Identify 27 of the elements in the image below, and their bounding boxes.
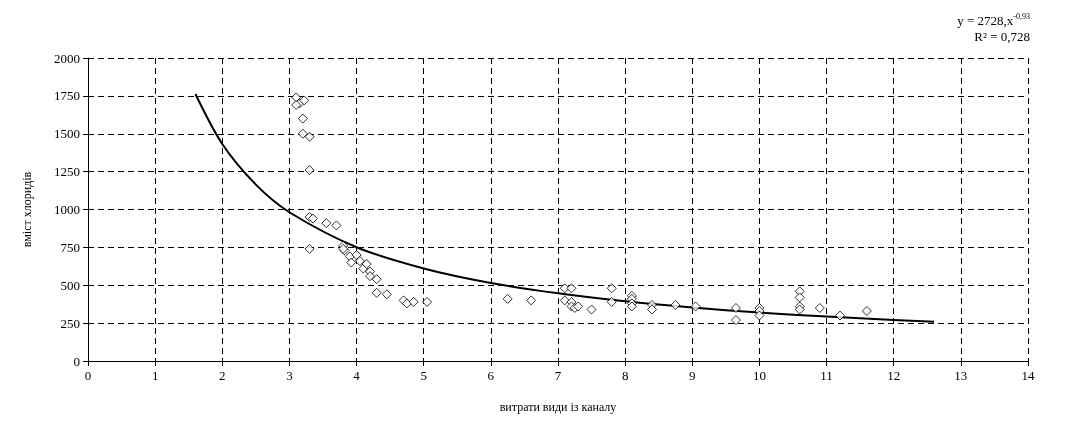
x-tick-label: 5	[420, 368, 427, 383]
x-tick-label: 6	[487, 368, 495, 383]
x-tick-label: 4	[353, 368, 361, 383]
y-tick-label: 250	[60, 315, 80, 331]
y-tick-label: 0	[73, 353, 80, 369]
y-tick-label: 1500	[54, 126, 80, 142]
x-tick-label: 9	[689, 368, 696, 383]
x-axis-title: витрати види із каналу	[499, 400, 617, 414]
y-axis-title: вміст хлоридів	[20, 171, 34, 248]
y-tick-label: 750	[60, 239, 80, 255]
x-tick-label: 11	[820, 368, 833, 383]
text: R² = 0,728	[974, 29, 1031, 44]
y-tick-label: 500	[60, 277, 80, 293]
x-tick-label: 12	[887, 368, 901, 383]
x-tick-label: 8	[621, 368, 629, 383]
x-tick-label: 10	[752, 368, 766, 383]
y-tick-label: 1750	[54, 88, 80, 104]
y-tick-label: 1250	[54, 164, 80, 180]
x-tick-label: 14	[1021, 368, 1035, 383]
x-tick-label: 3	[286, 368, 293, 383]
x-tick-label: 7	[554, 368, 562, 383]
y-tick-label: 2000	[54, 50, 80, 66]
x-tick-label: 1	[151, 368, 159, 383]
x-tick-label: 2	[219, 368, 226, 383]
y-tick-label: 1000	[54, 202, 80, 217]
x-tick-label: 0	[84, 368, 92, 383]
x-tick-label: 13	[954, 368, 968, 383]
